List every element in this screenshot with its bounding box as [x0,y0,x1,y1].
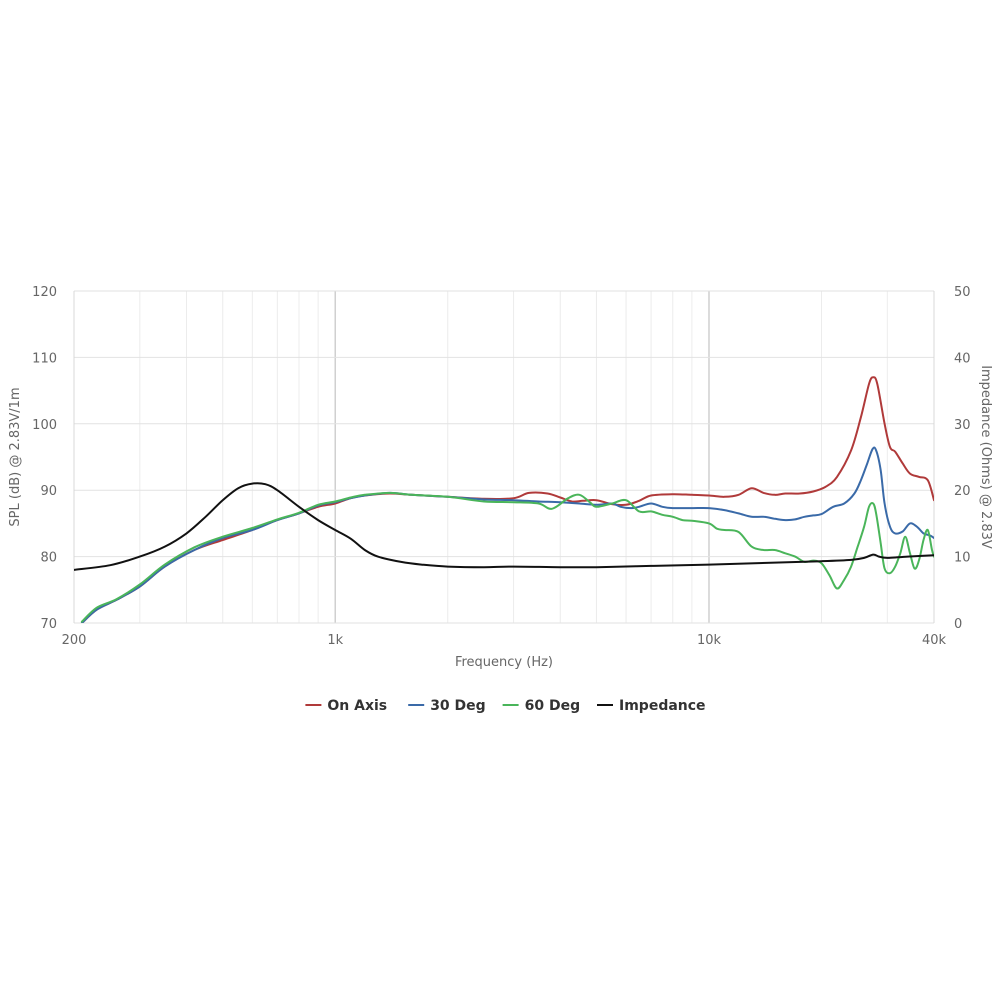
y2-tick-label: 30 [954,418,971,433]
y-tick-label: 120 [32,285,57,300]
y2-tick-label: 40 [954,351,971,366]
series-line-impedance [74,482,934,571]
y2-axis-title: Impedance (Ohms) @ 2.83V [978,365,993,549]
y2-tick-label: 50 [954,285,971,300]
legend-label: Impedance [619,698,706,714]
x-tick-label: 40k [922,633,947,648]
legend-item-60-deg: 60 Deg [502,698,581,714]
y-tick-label: 80 [40,551,57,566]
legend-item-impedance: Impedance [597,698,706,714]
y-axis-title: SPL (dB) @ 2.83V/1m [8,387,23,526]
series-lines [74,376,934,623]
y-tick-label: 70 [40,617,57,632]
legend: On Axis 30 Deg 60 Deg Impedance [305,698,706,714]
legend-label: On Axis [327,698,387,714]
x-tick-label: 1k [327,633,343,648]
legend-item-on-axis: On Axis [305,698,387,714]
legend-label: 30 Deg [430,698,486,714]
x-tick-label: 200 [62,633,87,648]
axes: 70 80 90 100 110 120 0 10 20 30 40 50 200 1k 10k 40k [32,285,970,648]
y2-tick-label: 20 [954,484,971,499]
y2-tick-label: 0 [954,617,962,632]
series-line-60-deg [80,491,934,623]
legend-item-30-deg: 30 Deg [408,698,486,714]
x-axis-title: Frequency (Hz) [455,655,553,670]
y-tick-label: 100 [32,418,57,433]
x-tick-label: 10k [697,633,722,648]
y2-tick-label: 10 [954,551,971,566]
y-tick-label: 110 [32,351,57,366]
y-tick-label: 90 [40,484,57,499]
legend-label: 60 Deg [525,698,581,714]
